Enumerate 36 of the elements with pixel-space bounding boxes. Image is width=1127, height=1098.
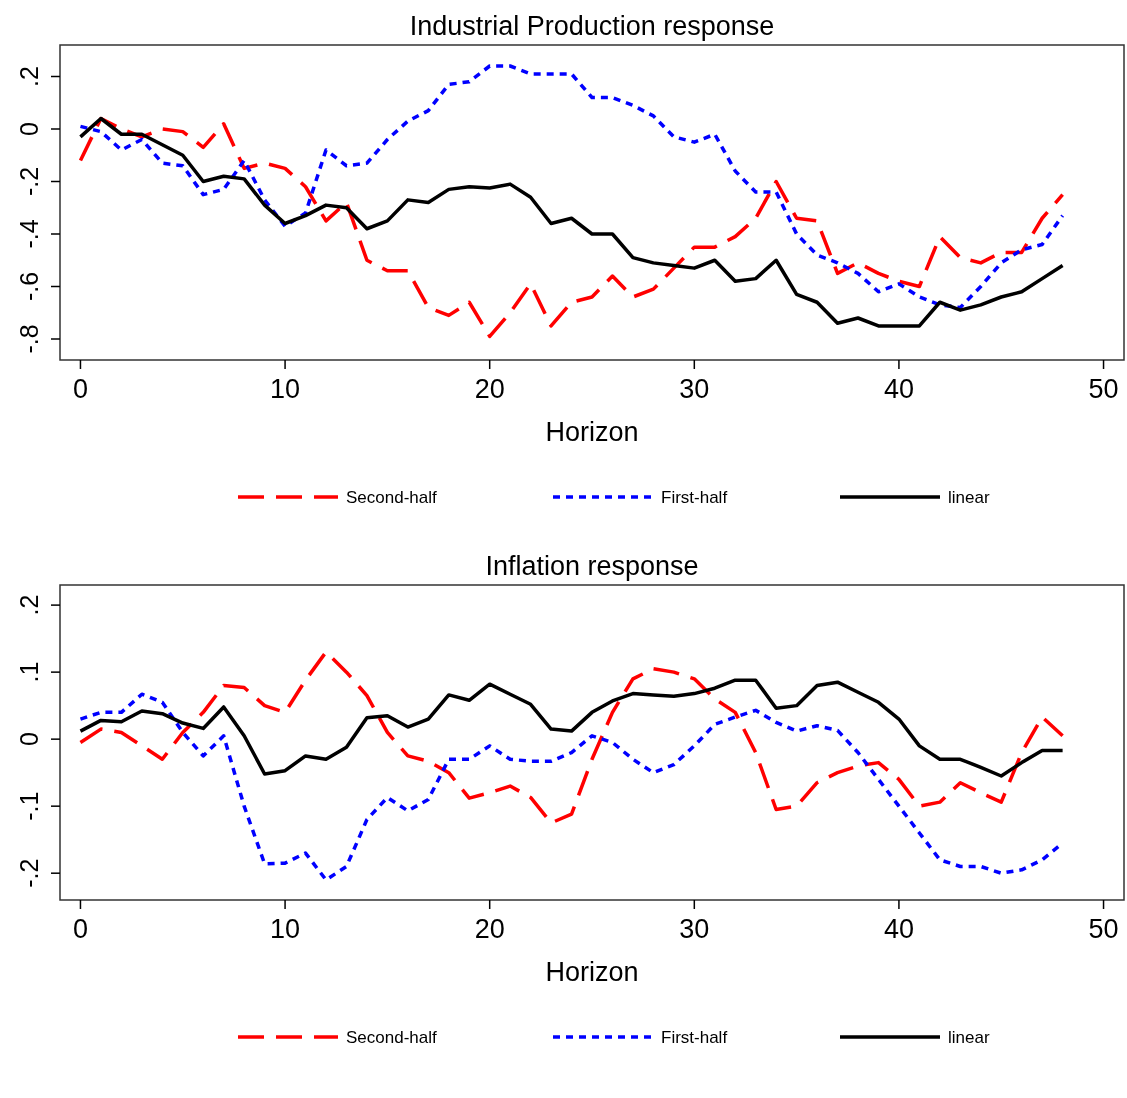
x-tick-label: 20 (474, 914, 505, 944)
legend-label: Second-half (346, 488, 437, 507)
x-axis-title: Horizon (545, 957, 639, 987)
legend-label: First-half (661, 1028, 728, 1047)
y-tick-label: .1 (15, 661, 43, 683)
x-tick-label: 40 (883, 914, 914, 944)
y-tick-label: -.8 (15, 324, 43, 354)
y-tick-label: .2 (15, 66, 43, 87)
legend-label: linear (948, 1028, 990, 1047)
x-tick-label: 0 (72, 374, 88, 404)
legend-label: Second-half (346, 1028, 437, 1047)
y-tick-label: -.2 (15, 166, 43, 197)
line-series (78, 678, 1065, 778)
y-tick-label: .2 (15, 594, 43, 616)
x-axis-title: Horizon (545, 417, 639, 447)
y-tick-label: -.4 (15, 219, 43, 249)
y-tick-label: -.6 (15, 271, 43, 302)
x-tick-label: 10 (270, 374, 301, 404)
chart-title: Industrial Production response (409, 11, 775, 41)
x-tick-label: 20 (474, 374, 505, 404)
y-tick-label: 0 (15, 732, 43, 747)
y-tick-label: -.2 (15, 858, 43, 888)
x-tick-label: 50 (1088, 374, 1119, 404)
x-tick-label: 10 (270, 914, 301, 944)
line-series (78, 64, 1065, 310)
x-tick-label: 30 (679, 374, 710, 404)
x-tick-label: 0 (72, 914, 88, 944)
chart-title: Inflation response (485, 551, 699, 581)
x-tick-label: 30 (679, 914, 710, 944)
y-tick-label: 0 (15, 122, 43, 136)
y-tick-label: -.1 (15, 791, 43, 821)
x-tick-label: 50 (1088, 914, 1119, 944)
line-series (78, 650, 1065, 825)
x-tick-label: 40 (883, 374, 914, 404)
legend-label: linear (948, 488, 990, 507)
legend-label: First-half (661, 488, 728, 507)
